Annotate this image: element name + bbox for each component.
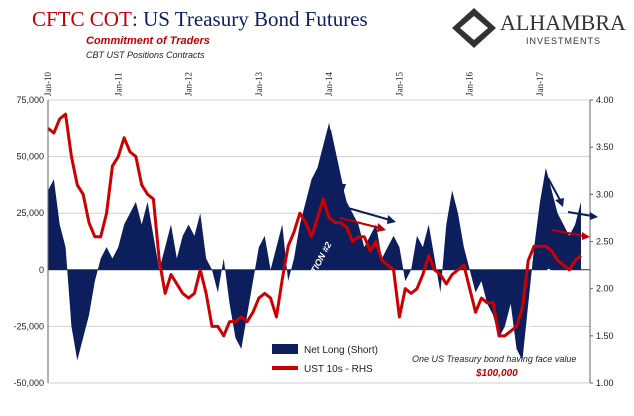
y2-tick-label: 3.00 xyxy=(596,189,614,199)
arrows xyxy=(329,129,598,240)
y-tick-label: -25,000 xyxy=(13,321,44,331)
x-tick-label: Jan-17 xyxy=(535,72,545,96)
logo-mark-inner xyxy=(460,16,488,40)
x-tick-label: Jan-11 xyxy=(113,72,123,96)
y2-tick-label: 3.50 xyxy=(596,142,614,152)
x-tick-label: Jan-15 xyxy=(394,72,404,96)
arrow-head xyxy=(387,215,396,224)
plot: -50,000 -25,000 0 25,000 50,000 75,000 1.00 1.5… xyxy=(13,72,613,388)
subtitle: Commitment of Traders xyxy=(86,35,210,47)
arrow-head xyxy=(337,184,346,193)
logo-tagline: INVESTMENTS xyxy=(526,36,601,46)
arrow-head xyxy=(555,198,564,207)
arrow-head xyxy=(590,212,598,220)
x-tick-label: Jan-16 xyxy=(465,72,475,96)
arrow xyxy=(551,229,585,237)
chart-title-rest: : US Treasury Bond Futures xyxy=(132,7,368,31)
arrow xyxy=(329,129,343,187)
arrow xyxy=(547,177,561,201)
arrow-head xyxy=(582,232,590,240)
y2-tick-label: 1.50 xyxy=(596,331,614,341)
logo-name: ALHAMBRA xyxy=(500,10,626,35)
y2-tick-label: 4.00 xyxy=(596,95,614,105)
y-tick-label: 25,000 xyxy=(16,208,44,218)
chart-title: CFTC COT xyxy=(32,7,132,31)
arrow-head xyxy=(377,223,386,232)
subtitle2: CBT UST Positions Contracts xyxy=(86,50,205,60)
y2-tick-label: 2.00 xyxy=(596,284,614,294)
logo: ALHAMBRA INVESTMENTS xyxy=(452,8,626,48)
x-tick-label: Jan-10 xyxy=(43,72,53,96)
annotation: One US Treasury bond having face value xyxy=(412,354,576,364)
arrow xyxy=(347,207,391,221)
legend-label: Net Long (Short) xyxy=(304,345,378,356)
legend: Net Long (Short) UST 10s - RHS xyxy=(272,344,378,375)
annotation: $100,000 xyxy=(475,368,518,379)
y-tick-label: 50,000 xyxy=(16,152,44,162)
line xyxy=(47,112,582,338)
legend-label: UST 10s - RHS xyxy=(304,364,373,375)
legend-swatch xyxy=(272,344,298,354)
y2-tick-label: 1.00 xyxy=(596,378,614,388)
y-tick-label: 0 xyxy=(39,265,44,275)
x-tick-label: Jan-12 xyxy=(184,72,194,96)
area xyxy=(48,122,581,361)
y-tick-label: -50,000 xyxy=(13,378,44,388)
arrow xyxy=(339,217,381,229)
y-tick-label: 75,000 xyxy=(16,95,44,105)
x-tick-label: Jan-13 xyxy=(254,72,264,96)
x-tick-label: Jan-14 xyxy=(324,72,334,96)
arrow xyxy=(567,211,593,217)
y2-tick-label: 2.50 xyxy=(596,237,614,247)
